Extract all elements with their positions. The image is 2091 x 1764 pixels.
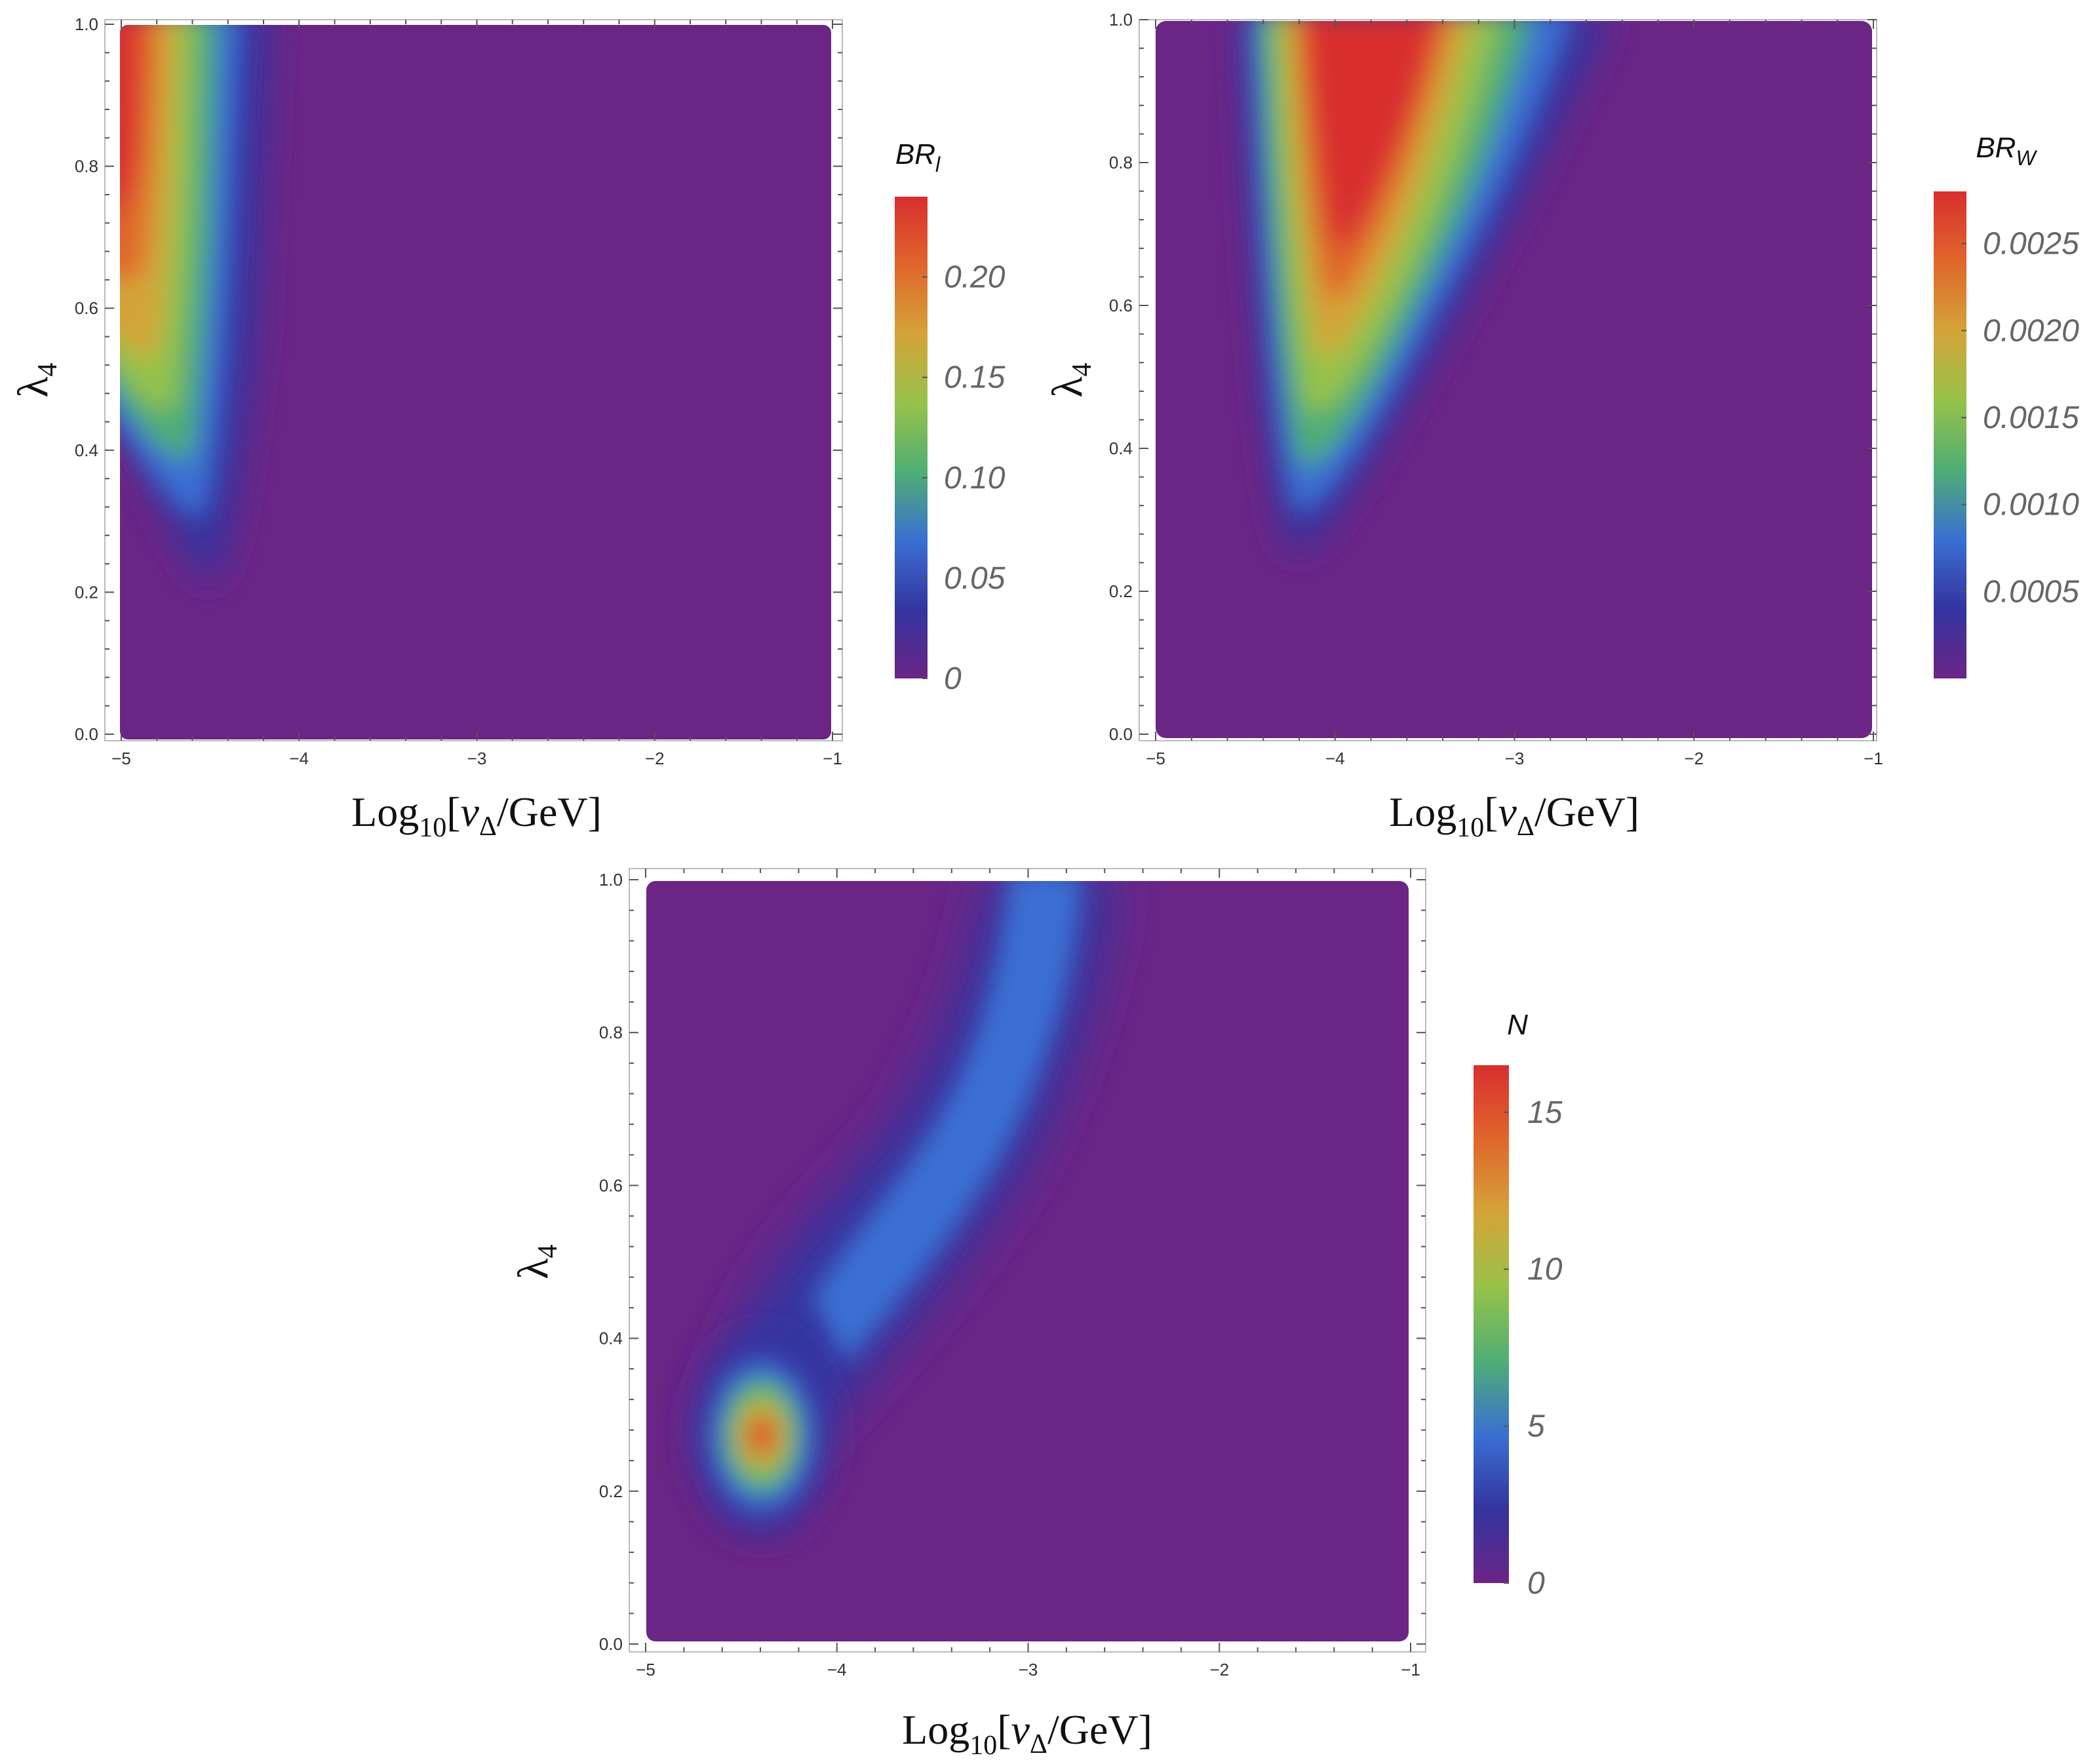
heatmap-level-7: [120, 25, 140, 218]
colorbar-tick-label: 0.0020: [1983, 313, 2079, 348]
colorbar-tick-label: 0.10: [944, 461, 1006, 496]
colorbar-gradient: [1474, 1065, 1509, 1583]
x-tick-label: −2: [1684, 749, 1704, 768]
colorbar-panel-1: 0 0.05 0.10 0.15 0.20 BRl: [895, 138, 1006, 696]
colorbar-tick-label: 15: [1527, 1095, 1563, 1130]
colorbar-tick-label: 5: [1527, 1409, 1545, 1444]
colorbar-tick-label: 0.0025: [1983, 227, 2079, 262]
x-tick-label: −5: [1146, 749, 1165, 768]
x-tick-label: −1: [823, 749, 842, 768]
y-axis-title: λ4: [509, 1244, 563, 1279]
y-tick-label: 1.0: [1109, 10, 1133, 29]
axes-panel-1: −5 −4 −3 −2 −1 0.0 0.2 0.4 0.6 0.8 1.0 Log10[vΔ/GeV…: [9, 14, 842, 843]
y-tick-label: 0.2: [75, 582, 98, 602]
x-tick-label: −5: [636, 1660, 655, 1679]
y-tick-label: 0.6: [75, 298, 98, 318]
y-tick-label: 0.8: [75, 157, 98, 176]
heatmap-level-7: [1304, 21, 1439, 249]
heatmap-br-l: [120, 25, 831, 739]
panel-br-l: −5 −4 −3 −2 −1 0.0 0.2 0.4 0.6 0.8 1.0 Log10[vΔ/GeV…: [9, 14, 1006, 843]
y-tick-label: 0.0: [1109, 724, 1133, 744]
y-tick-label: 0.0: [599, 1634, 623, 1654]
y-tick-label: 0.6: [599, 1175, 623, 1195]
x-tick-label: −5: [111, 749, 131, 768]
colorbar-title: BRl: [895, 138, 941, 176]
colorbar-tick-label: 0.20: [944, 260, 1006, 295]
colorbar-gradient: [1934, 191, 1966, 678]
heatmap-br-w: [1156, 21, 1872, 738]
y-tick-label: 0.4: [75, 441, 98, 460]
plot-frame: [1139, 19, 1877, 741]
x-axis-title: Log10[vΔ/GeV]: [1389, 789, 1639, 843]
y-axis-title: λ4: [1044, 363, 1097, 397]
y-tick-label: 0.0: [75, 724, 98, 744]
plot-frame: [104, 19, 843, 741]
colorbar-tick-label: 0.15: [944, 361, 1006, 395]
x-tick-label: −1: [1401, 1660, 1420, 1679]
y-tick-label: 0.2: [599, 1481, 623, 1501]
x-tick-label: −3: [1019, 1660, 1038, 1679]
x-tick-label: −2: [1209, 1660, 1229, 1679]
y-tick-label: 0.6: [1109, 296, 1133, 315]
y-tick-label: 0.4: [1109, 439, 1133, 458]
colorbar-panel-2: 0.0005 0.0010 0.0015 0.0020 0.0025 BRW: [1934, 132, 2079, 678]
y-tick-label: 0.2: [1109, 581, 1133, 601]
colorbar-tick-label: 0.0010: [1983, 488, 2079, 522]
colorbar-tick-label: 0.05: [944, 561, 1006, 596]
y-tick-label: 0.8: [599, 1023, 623, 1042]
band-core: [813, 881, 1082, 1363]
axes-panel-3: −5 −4 −3 −2 −1 0.0 0.2 0.4 0.6 0.8 1.0 Log10[vΔ/GeV…: [509, 869, 1426, 1761]
colorbar-tick-label: 0.0015: [1983, 401, 2079, 435]
y-axis-title: λ4: [9, 363, 63, 397]
x-tick-label: −3: [467, 749, 487, 768]
colorbar-tick-label: 0: [944, 661, 962, 696]
colorbar-tick-label: 0: [1527, 1566, 1545, 1601]
colorbar-tick-label: 0.0005: [1983, 574, 2079, 609]
x-axis-title: Log10[vΔ/GeV]: [902, 1706, 1152, 1761]
colorbar-tick-label: 10: [1527, 1252, 1563, 1287]
axes-panel-2: −5 −4 −3 −2 −1 0.0 0.2 0.4 0.6 0.8 1.0 Log10[vΔ/GeV…: [1044, 10, 1883, 843]
colorbar-panel-3: 0 5 10 15 N: [1474, 1009, 1563, 1601]
panel-n: −5 −4 −3 −2 −1 0.0 0.2 0.4 0.6 0.8 1.0 Log10[vΔ/GeV…: [509, 868, 1563, 1761]
colorbar-title: N: [1507, 1009, 1528, 1041]
x-tick-label: −1: [1864, 749, 1883, 768]
heatmap-n: [646, 881, 1409, 1641]
y-tick-label: 0.4: [599, 1329, 623, 1348]
x-tick-label: −3: [1505, 749, 1525, 768]
y-tick-label: 1.0: [75, 14, 98, 34]
y-tick-label: 0.8: [1109, 153, 1133, 172]
panel-br-w: −5 −4 −3 −2 −1 0.0 0.2 0.4 0.6 0.8 1.0 Log10[vΔ/GeV…: [1044, 10, 2079, 843]
colorbar-title: BRW: [1976, 132, 2037, 170]
y-tick-label: 1.0: [599, 870, 623, 890]
x-axis-title: Log10[vΔ/GeV]: [351, 789, 602, 843]
x-tick-label: −2: [645, 749, 665, 768]
x-tick-label: −4: [289, 749, 309, 768]
x-tick-label: −4: [827, 1660, 847, 1679]
colorbar-gradient: [895, 197, 928, 678]
x-tick-label: −4: [1325, 749, 1345, 768]
hotspot-level-6: [752, 1421, 771, 1450]
